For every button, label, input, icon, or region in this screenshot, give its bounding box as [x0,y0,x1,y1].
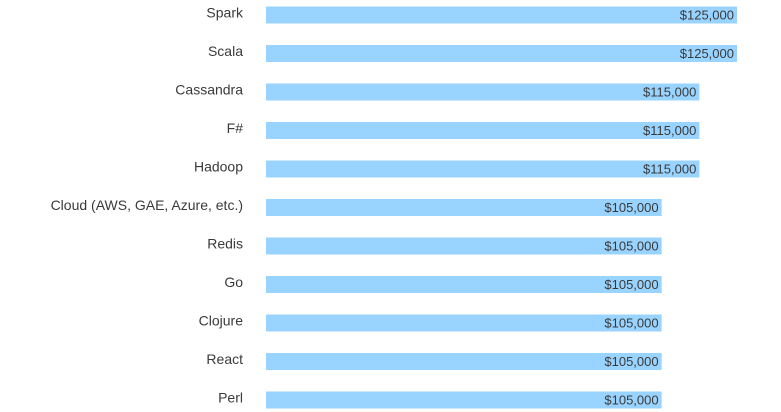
value-label: $125,000 [680,46,734,61]
value-label: $115,000 [643,84,696,99]
bar [266,314,662,332]
value-label: $115,000 [643,161,696,176]
bar [266,45,737,62]
bar [266,199,662,216]
chart-row: Cassandra $115,000 [175,82,700,101]
chart-row: Redis $105,000 [207,236,662,255]
category-label: Go [224,274,243,290]
chart-row: React $105,000 [206,351,662,370]
value-label: $105,000 [604,315,658,330]
bar [266,6,737,24]
bar [266,391,662,409]
bar [266,160,700,178]
category-label: F# [227,120,244,136]
category-label: Perl [218,390,243,406]
category-label: Spark [206,5,244,21]
value-label: $105,000 [604,238,658,253]
chart-row: Clojure $105,000 [199,313,662,332]
category-label: Scala [208,43,243,59]
category-label: Redis [207,236,243,252]
chart-row: Go $105,000 [224,274,662,293]
bar [266,237,662,255]
category-label: Hadoop [194,159,243,175]
category-label: Clojure [199,313,244,329]
value-label: $105,000 [604,277,658,292]
chart-row: Scala $125,000 [208,43,737,62]
bar [266,83,700,101]
chart-rows: Spark $125,000 Scala $125,000 Cassandra $115,… [51,5,737,409]
bar [266,276,662,293]
bar [266,122,700,139]
category-label: Cloud (AWS, GAE, Azure, etc.) [51,197,243,213]
value-label: $125,000 [680,7,734,22]
category-label: Cassandra [175,82,243,98]
chart-row: Hadoop $115,000 [194,159,700,178]
value-label: $105,000 [604,354,658,369]
value-label: $105,000 [604,200,658,215]
chart-row: Spark $125,000 [206,5,737,24]
category-label: React [206,351,243,367]
value-label: $105,000 [604,392,658,407]
bar [266,353,662,370]
value-label: $115,000 [643,123,696,138]
chart-row: F# $115,000 [227,120,700,139]
chart-row: Cloud (AWS, GAE, Azure, etc.) $105,000 [51,197,662,216]
chart-row: Perl $105,000 [218,390,662,409]
